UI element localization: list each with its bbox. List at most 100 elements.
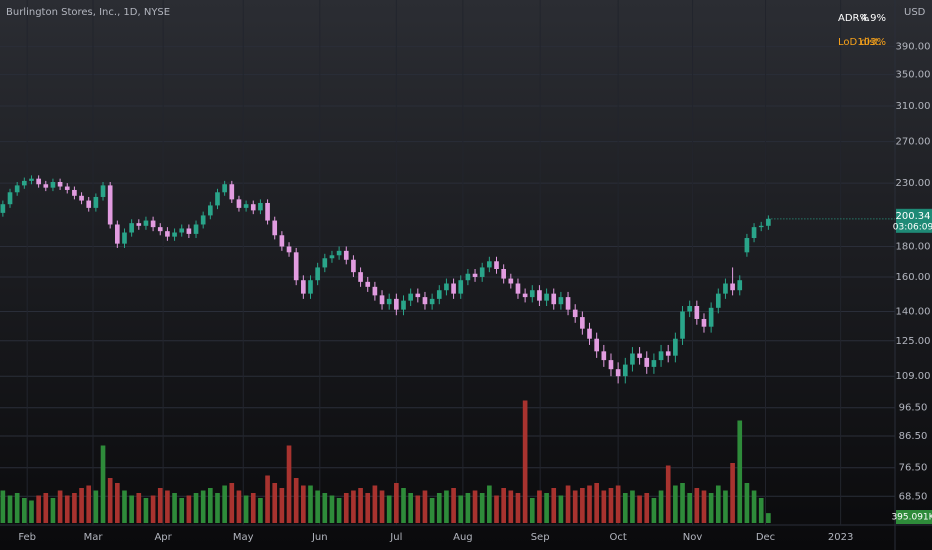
volume-bar — [522, 400, 528, 523]
candle-body — [72, 189, 77, 196]
volume-bar — [508, 490, 514, 523]
candle-body — [179, 228, 185, 233]
candle-body — [644, 357, 650, 367]
volume-bar — [129, 495, 134, 523]
indicator-name: ADR% — [838, 13, 869, 24]
countdown: 03:06:09 — [893, 222, 932, 232]
volume-bar — [544, 493, 549, 523]
y-tick-label: 310.00 — [896, 101, 931, 112]
candle-body — [143, 220, 149, 226]
candle-body — [651, 360, 657, 367]
candle-body — [136, 223, 142, 226]
volume-bar — [580, 488, 585, 523]
volume-bar — [372, 485, 378, 523]
volume-bar — [572, 490, 578, 523]
candle-body — [551, 293, 557, 305]
candle-body — [444, 283, 449, 291]
candle-body — [494, 261, 499, 269]
x-tick-label: Aug — [453, 532, 473, 543]
last-price-label: 200.34 — [896, 211, 931, 222]
candle-body — [100, 185, 106, 197]
volume-bar — [501, 488, 506, 523]
volume-bar — [529, 498, 535, 523]
candle-body — [165, 231, 170, 237]
candle-body — [286, 246, 292, 253]
candle-body — [258, 202, 263, 211]
candle-body — [608, 360, 614, 370]
y-tick-label: 76.50 — [899, 463, 928, 474]
volume-bar — [351, 490, 356, 523]
volume-bar — [365, 493, 371, 523]
candle-body — [501, 268, 506, 279]
volume-bar — [165, 490, 170, 523]
x-tick-label: May — [233, 532, 254, 543]
volume-bar — [665, 465, 671, 523]
volume-bar — [200, 490, 206, 523]
volume-bar — [451, 488, 456, 523]
candle-body — [415, 293, 421, 298]
candle-body — [730, 283, 735, 291]
y-tick-label: 270.00 — [896, 137, 931, 148]
candle-body — [465, 273, 471, 281]
candle-body — [658, 351, 664, 361]
candle-body — [529, 290, 535, 298]
volume-bar — [279, 488, 285, 523]
candle-body — [537, 290, 542, 301]
volume-bar — [737, 420, 743, 523]
candle-body — [222, 184, 227, 193]
volume-bar — [21, 498, 27, 523]
y-tick-label: 350.00 — [896, 70, 931, 81]
volume-bar — [29, 500, 34, 523]
y-tick-label: 96.50 — [899, 403, 928, 414]
volume-bar — [751, 490, 757, 523]
candle-body — [115, 224, 120, 244]
candle-body — [107, 185, 113, 225]
volume-bar — [494, 495, 499, 523]
candle-body — [21, 180, 27, 186]
x-tick-label: Jun — [311, 532, 328, 543]
volume-bar — [630, 490, 635, 523]
volume-bar — [429, 498, 435, 523]
candle-body — [172, 232, 177, 237]
candles — [0, 175, 895, 384]
volume-bar — [136, 493, 142, 523]
candle-body — [436, 290, 442, 299]
candle-body — [243, 204, 249, 208]
candle-body — [386, 298, 392, 305]
volume-bar — [265, 475, 270, 523]
candle-body — [229, 184, 235, 200]
volume-bar — [680, 483, 685, 523]
candle-body — [7, 192, 13, 205]
volume-bar — [615, 485, 621, 523]
candle-body — [379, 295, 385, 305]
candle-body — [544, 293, 549, 301]
volume-bar — [336, 498, 342, 523]
candle-body — [301, 280, 306, 294]
volume-bar — [72, 493, 77, 523]
volume-bar — [651, 498, 657, 523]
indicator-name: LoD dist. — [838, 37, 882, 48]
volume-bar — [208, 488, 213, 523]
candle-body — [129, 223, 134, 233]
volume-bar — [701, 490, 707, 523]
volume-bar — [186, 495, 192, 523]
candle-body — [408, 293, 413, 301]
candle-body — [329, 255, 335, 259]
volume-bar — [587, 485, 592, 523]
volume-bar — [236, 490, 242, 523]
candle-body — [766, 218, 771, 226]
candle-body — [422, 297, 428, 305]
volume-bar — [472, 490, 478, 523]
candle-body — [580, 317, 585, 329]
volume-bar — [601, 490, 607, 523]
volume-bar — [193, 493, 199, 523]
volume-bar — [250, 493, 256, 523]
volume-bar — [222, 485, 227, 523]
candle-body — [622, 364, 628, 377]
candle-body — [429, 298, 435, 305]
candle-body — [723, 283, 728, 294]
volume-bar — [179, 498, 185, 523]
candle-body — [522, 293, 528, 298]
candle-body — [79, 195, 84, 201]
